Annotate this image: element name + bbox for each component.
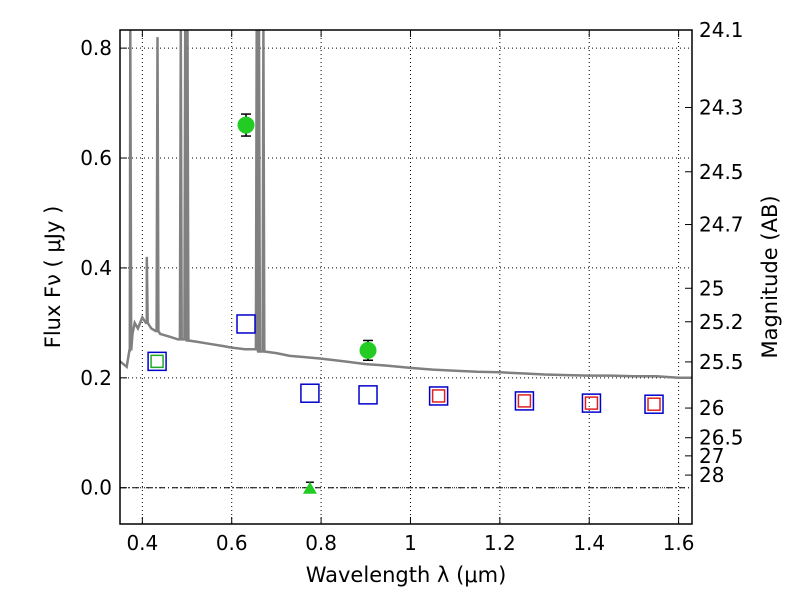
x-tick-label: 0.4 bbox=[126, 531, 158, 555]
plot-frame bbox=[119, 29, 693, 525]
model-photometry-marker bbox=[300, 383, 320, 403]
y-axis-label: Flux Fν ( μJy ) bbox=[41, 206, 65, 349]
inner-box-red bbox=[584, 396, 599, 410]
model-photometry-marker bbox=[236, 314, 256, 334]
model-photometry-marker bbox=[147, 351, 167, 372]
x-tick-label: 0.6 bbox=[216, 531, 248, 555]
model-photometry-marker bbox=[428, 386, 449, 406]
y-tick-label: 0.8 bbox=[80, 36, 112, 60]
inner-box-red bbox=[431, 389, 446, 403]
right-axis-label: Magnitude (AB) bbox=[758, 195, 782, 358]
right-tick-label: 26 bbox=[699, 396, 724, 420]
observed-flux-point bbox=[237, 116, 255, 134]
x-axis-label: Wavelength λ (μm) bbox=[306, 563, 507, 587]
right-tick-label: 28 bbox=[699, 463, 724, 487]
model-spectrum-series bbox=[120, 30, 692, 380]
y-tick-label: 0.0 bbox=[80, 476, 112, 500]
model-spectrum-line bbox=[120, 30, 692, 380]
x-tick-label: 0.8 bbox=[305, 531, 337, 555]
y-tick-label: 0.4 bbox=[80, 256, 112, 280]
model-photometry-series bbox=[147, 314, 664, 414]
x-tick-label: 1 bbox=[404, 531, 417, 555]
right-tick-label: 25.5 bbox=[699, 350, 744, 374]
right-tick-label: 25 bbox=[699, 276, 724, 300]
y-axis-ticks: 0.0 0.2 0.4 0.6 0.8 bbox=[80, 36, 127, 500]
model-photometry-marker bbox=[581, 393, 602, 413]
right-tick-label: 26.5 bbox=[699, 426, 744, 450]
observed-flux-series bbox=[237, 113, 377, 494]
model-photometry-marker bbox=[514, 391, 535, 411]
x-axis-ticks: 0.4 0.6 0.8 1 1.2 1.4 1.6 bbox=[126, 30, 695, 555]
right-tick-label: 24.5 bbox=[699, 160, 744, 184]
inner-box-red bbox=[517, 394, 532, 408]
grid-lines bbox=[120, 30, 692, 524]
upper-limit-marker bbox=[302, 481, 317, 494]
x-tick-label: 1.6 bbox=[663, 531, 695, 555]
observed-flux-point bbox=[359, 341, 377, 359]
x-tick-label: 1.2 bbox=[484, 531, 516, 555]
inner-box-red bbox=[647, 397, 661, 411]
right-tick-label: 27 bbox=[699, 444, 724, 468]
right-tick-label: 24.1 bbox=[699, 18, 744, 42]
y-tick-label: 0.2 bbox=[80, 366, 112, 390]
model-photometry-marker bbox=[358, 385, 378, 405]
y-tick-label: 0.6 bbox=[80, 146, 112, 170]
right-tick-label: 25.2 bbox=[699, 310, 744, 334]
model-photometry-marker bbox=[644, 394, 664, 414]
x-tick-label: 1.4 bbox=[573, 531, 605, 555]
right-tick-label: 24.7 bbox=[699, 213, 744, 237]
right-tick-label: 24.3 bbox=[699, 95, 744, 119]
inner-box-green bbox=[150, 354, 164, 369]
